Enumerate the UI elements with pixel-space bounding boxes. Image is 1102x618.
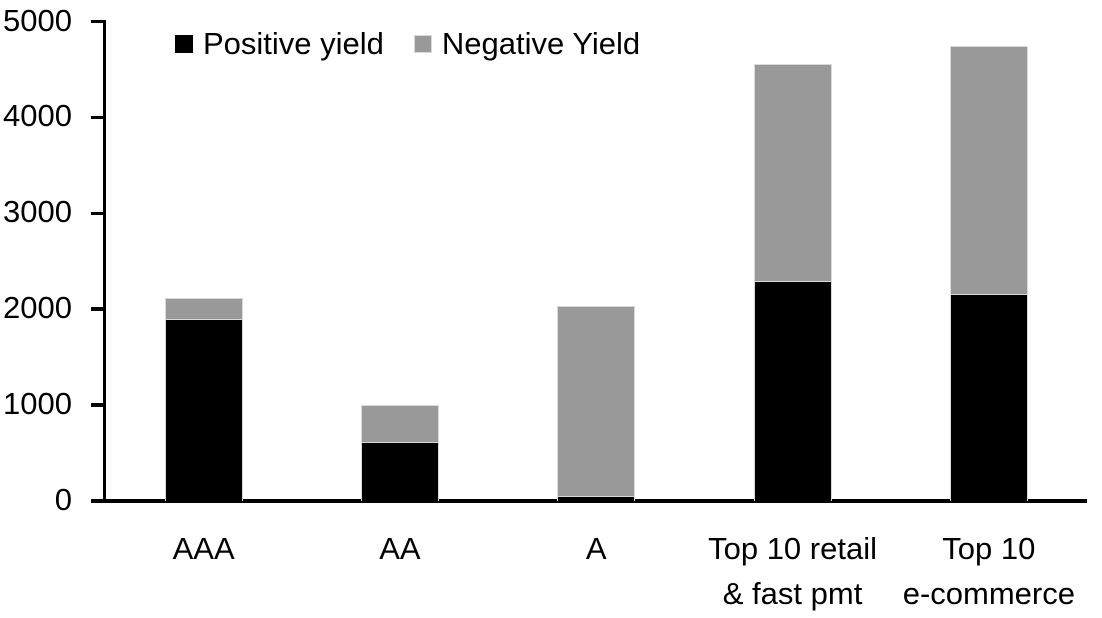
y-tick-mark: [91, 115, 103, 120]
x-axis-label: AA: [379, 531, 421, 566]
legend-label: Negative Yield: [441, 26, 641, 61]
x-axis-line: [101, 499, 1087, 504]
bar-segment-negative-yield: [360, 405, 439, 443]
x-axis-label: Top 10 retail & fast pmt: [708, 531, 877, 611]
bar-segment-positive-yield: [949, 294, 1028, 501]
bar-segment-positive-yield: [164, 319, 243, 501]
x-axis-label: AAA: [172, 531, 235, 566]
x-axis-label: Top 10 e-commerce: [902, 531, 1075, 611]
bar-group: [302, 22, 498, 501]
y-tick-mark: [91, 403, 103, 407]
y-tick-mark: [91, 19, 103, 24]
y-axis-line: [102, 20, 106, 503]
bar-group: [498, 22, 694, 501]
y-tick-label: 3000: [3, 194, 72, 230]
bar: [360, 405, 439, 501]
y-tick-label: 1000: [3, 386, 72, 422]
bar: [164, 297, 243, 501]
legend-item: Positive yield: [175, 28, 384, 60]
bar-segment-positive-yield: [753, 282, 832, 501]
y-tick-mark: [91, 499, 103, 503]
bar-group: [106, 22, 302, 501]
bar-segment-positive-yield: [557, 497, 636, 501]
legend-swatch-positive-yield: [175, 35, 193, 53]
legend-item: Negative Yield: [413, 26, 641, 61]
y-tick-label: 4000: [3, 98, 72, 134]
legend-swatch-negative-yield: [413, 35, 432, 53]
bar-segment-negative-yield: [753, 63, 832, 283]
y-tick-label: 2000: [3, 290, 72, 326]
bar: [753, 63, 832, 501]
y-tick-mark: [91, 211, 103, 216]
bar: [557, 306, 636, 501]
plot-area: [106, 22, 1088, 501]
bar-segment-negative-yield: [557, 306, 636, 498]
y-tick-mark: [91, 307, 103, 311]
bar-group: [694, 22, 890, 501]
chart-legend: Positive yield Negative Yield: [175, 28, 640, 60]
y-tick-label: 5000: [3, 2, 72, 38]
bar-segment-negative-yield: [949, 45, 1028, 295]
bar-segment-negative-yield: [164, 297, 243, 320]
x-axis-label: A: [585, 531, 607, 566]
legend-label: Positive yield: [203, 26, 384, 61]
bar-segment-positive-yield: [360, 442, 439, 501]
bar: [949, 45, 1028, 501]
bar-group: [891, 22, 1087, 501]
y-tick-label: 0: [54, 482, 72, 517]
